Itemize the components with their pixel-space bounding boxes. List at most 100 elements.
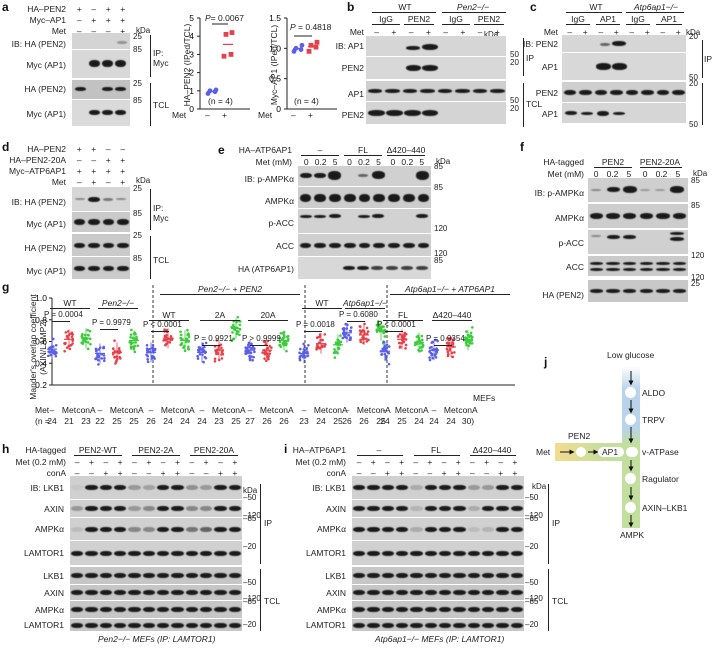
svg-text:0.8: 0.8 [35, 315, 47, 325]
p-value: P = 0.9921 [194, 334, 233, 343]
group-header: Atp6ap1−/− [343, 298, 387, 308]
p-value: P = 0.0018 [296, 320, 335, 329]
p-value: P = 0.9354 [426, 334, 465, 343]
row-label: Met [35, 405, 50, 415]
blot-strip [352, 619, 524, 631]
kda-label: kDa [532, 482, 547, 491]
n-value: 26 [342, 416, 352, 426]
mw-marker: –85 [243, 514, 257, 523]
lane-sign: + [582, 27, 588, 37]
svg-text:4: 4 [189, 31, 194, 41]
mw-marker: –50 [243, 493, 257, 502]
x-tick: conA [226, 405, 246, 415]
construct: FL [358, 145, 368, 155]
kda-label: kDa [436, 157, 451, 166]
pathway-bottom: AMPK [620, 530, 645, 540]
panel-label: d [2, 140, 10, 154]
lane-sign: – [385, 457, 390, 467]
row-label: LAMTOR1 [24, 620, 64, 630]
mw-marker: 25 [691, 279, 700, 288]
condition-label: Myc–AP1 [29, 15, 66, 25]
blot-strip [352, 500, 524, 517]
lane-sign: 0 [347, 157, 352, 167]
lane-sign: – [498, 457, 504, 467]
svg-text:0.4: 0.4 [35, 358, 47, 368]
blot-strip [70, 567, 242, 584]
row-label: LAMTOR1 [24, 548, 64, 558]
construct-label: HA–ATP6AP1 [238, 145, 292, 155]
blot-strip [298, 234, 431, 256]
row-label: PEN2 [535, 88, 558, 98]
n-value: 25 [376, 416, 386, 426]
mw-marker: 50 [510, 50, 519, 59]
genotype-label: WT [589, 2, 603, 12]
x-tick: – [431, 405, 437, 415]
group-label: IP: Myc [153, 48, 169, 68]
svg-text:0.2: 0.2 [35, 380, 47, 390]
blot-strip [72, 257, 130, 279]
group-label: IP [526, 53, 535, 63]
blot-strip [70, 619, 242, 631]
kda-label: kDa [243, 486, 258, 495]
lane-sign: + [512, 468, 518, 478]
lane-sign: – [203, 468, 209, 478]
x-tick: – [344, 405, 350, 415]
lane-sign: + [613, 27, 619, 37]
lane-sign: + [120, 177, 126, 187]
n-label: (n = 4) [294, 96, 319, 106]
lane-sign: – [105, 177, 111, 187]
mw-marker: 50 [510, 96, 519, 105]
mw-marker: –20 [243, 620, 257, 629]
lane-sign: + [105, 4, 111, 14]
lane-sign: + [441, 468, 447, 478]
n-value: 24 [446, 416, 456, 426]
blot-strip [588, 280, 688, 302]
arrow-icons [560, 371, 634, 528]
node-label: AXIN–LKB1 [642, 503, 688, 513]
node-circle [625, 414, 636, 425]
n-value: 24 [380, 416, 390, 426]
lane-sign: – [132, 468, 137, 478]
lane-sign: + [175, 468, 180, 478]
row-label: AP1 [347, 89, 364, 99]
group-header: 20A [260, 310, 276, 320]
mw-marker: 85 [133, 45, 142, 54]
group-header: FL [398, 310, 408, 320]
x-tick: Met [313, 405, 329, 415]
x-tick: Met [61, 405, 77, 415]
n-value: 24 [429, 416, 439, 426]
p-value: P < 0.0001 [143, 320, 182, 329]
lane-sign: + [455, 468, 461, 478]
mw-marker: 120 [691, 273, 705, 282]
n-value: 23 [214, 416, 224, 426]
kda-label: kDa [693, 169, 708, 178]
x-tick: + [308, 110, 313, 120]
mw-marker: 25 [133, 231, 142, 240]
lane-sign: – [74, 468, 80, 478]
group-header: WT [63, 298, 77, 308]
x-tick: conA [458, 405, 478, 415]
lane-sign: – [91, 4, 97, 14]
lane-sign: – [76, 155, 82, 165]
row-label: AMPKα [316, 524, 346, 534]
row-label: HA (PEN2) [542, 290, 584, 300]
row-label: IB: p-AMPKα [244, 174, 294, 184]
x-tick: conA [409, 405, 429, 415]
node-circle [625, 502, 636, 513]
mw-marker: –120 [525, 594, 543, 603]
construct: PEN2-20A [639, 157, 681, 167]
blot-strip [562, 103, 686, 123]
mw-marker: 85 [691, 201, 700, 210]
group-header: Pen2−/− [101, 298, 135, 308]
blot-strip [70, 518, 242, 540]
construct: Δ420–440 [472, 445, 512, 455]
construct: PEN2-WT [78, 445, 118, 455]
n-value: 23 [81, 416, 91, 426]
row-label: IB: LKB1 [30, 482, 64, 493]
p-value: P = 0.9979 [92, 318, 131, 327]
lane-sign: + [644, 27, 650, 37]
n-value: 24 [316, 416, 326, 426]
n-value: 25 [231, 416, 241, 426]
lane-sign: + [675, 27, 681, 37]
lane-sign: + [455, 457, 461, 467]
